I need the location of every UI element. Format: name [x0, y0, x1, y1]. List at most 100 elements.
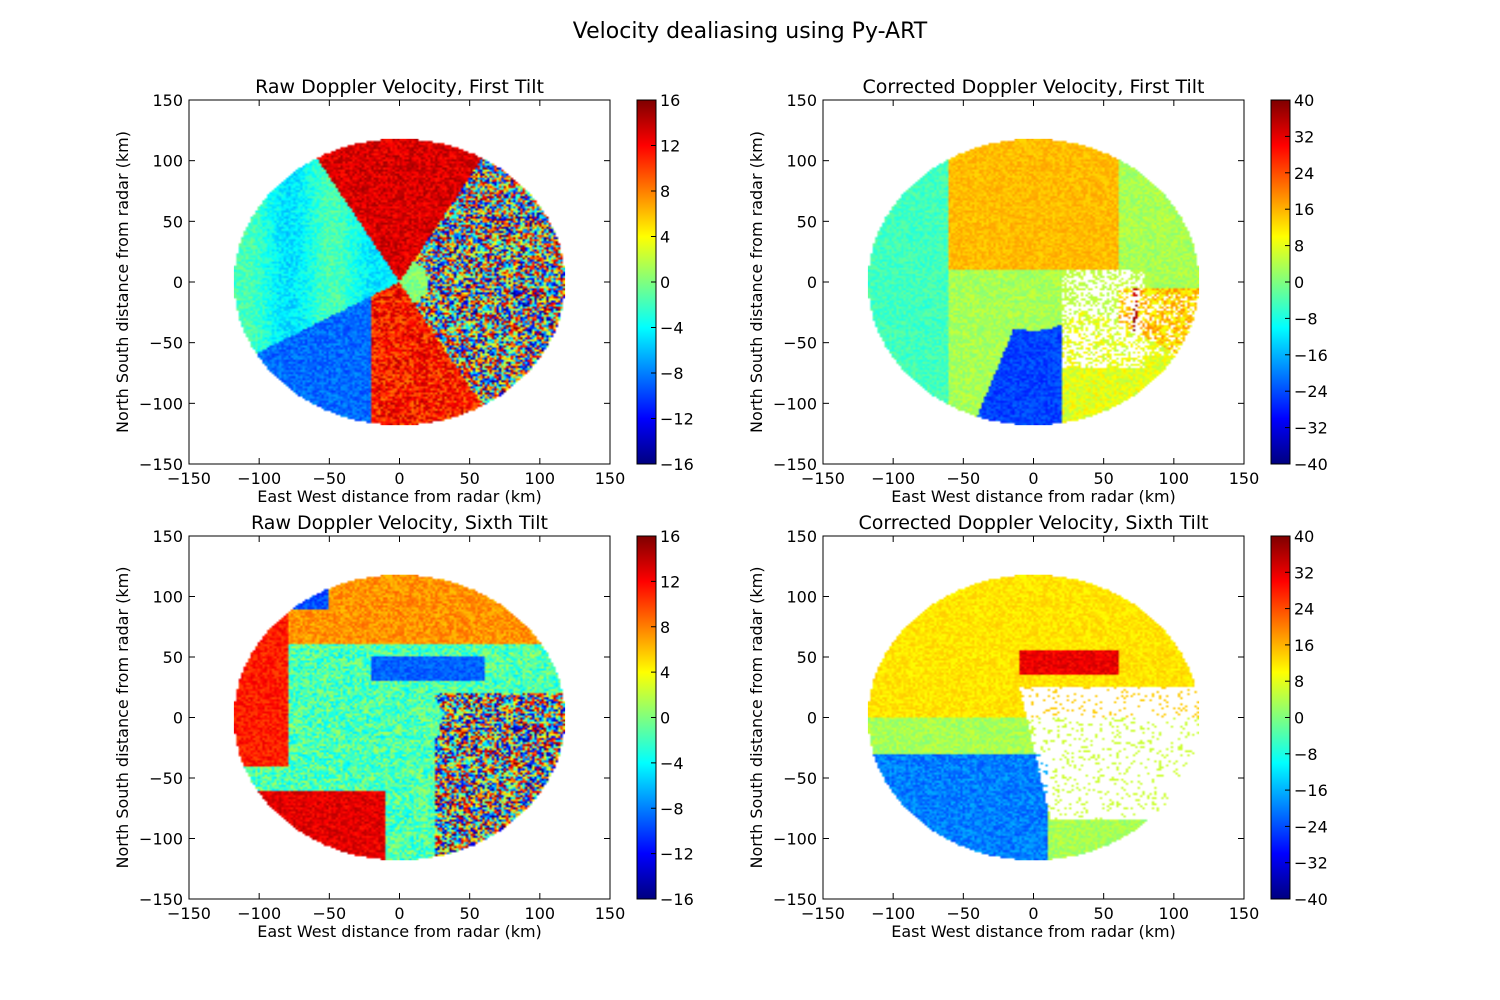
x-tick-label: −50: [946, 469, 980, 488]
panel-2: Corrected Doppler Velocity, First Tilt Ea…: [747, 76, 1328, 506]
x-axis-label: East West distance from radar (km): [257, 487, 542, 506]
colorbar-tick-label: 8: [1294, 237, 1304, 256]
colorbar-tick-label: 0: [660, 273, 670, 292]
colorbar-tick-label: 40: [1294, 527, 1314, 546]
panel-title: Raw Doppler Velocity, Sixth Tilt: [251, 512, 548, 534]
y-tick-label: 100: [786, 588, 817, 607]
x-tick-label: −150: [167, 904, 211, 923]
x-tick-label: −50: [312, 904, 346, 923]
y-tick-label: 150: [786, 527, 817, 546]
y-tick-label: −50: [149, 769, 183, 788]
x-tick-label: 150: [595, 469, 626, 488]
colorbar-tick-label: −8: [660, 799, 684, 818]
x-tick-label: −50: [312, 469, 346, 488]
y-tick-label: −100: [773, 394, 817, 413]
x-tick-label: −100: [871, 904, 915, 923]
y-axis-label: North South distance from radar (km): [113, 567, 132, 869]
colorbar-tick-label: −4: [660, 754, 684, 773]
colorbar-tick-label: 8: [1294, 672, 1304, 691]
x-tick-label: 100: [525, 904, 556, 923]
colorbar-tick-label: 32: [1294, 127, 1314, 146]
colorbar-tick-label: −16: [1294, 781, 1328, 800]
x-tick-label: 100: [525, 469, 556, 488]
y-tick-label: 0: [173, 709, 183, 728]
colorbar-tick-label: −24: [1294, 817, 1328, 836]
radar-velocity-field: [867, 138, 1200, 426]
panel-title: Corrected Doppler Velocity, Sixth Tilt: [858, 512, 1208, 534]
y-tick-label: −50: [783, 334, 817, 353]
y-tick-label: 50: [797, 648, 817, 667]
y-tick-label: 100: [786, 152, 817, 171]
colorbar-tick-label: 16: [660, 91, 680, 110]
x-axis-label: East West distance from radar (km): [257, 922, 542, 941]
y-tick-label: −100: [139, 830, 183, 849]
x-tick-label: 50: [1093, 469, 1113, 488]
colorbar-tick-label: 4: [660, 228, 670, 247]
x-tick-label: 0: [394, 904, 404, 923]
colorbar-tick-label: 0: [660, 709, 670, 728]
colorbar-tick-label: −40: [1294, 890, 1328, 909]
colorbar-tick-label: 4: [660, 663, 670, 682]
panel-4: Corrected Doppler Velocity, Sixth Tilt Ea…: [747, 512, 1328, 941]
y-tick-label: 0: [807, 709, 817, 728]
y-axis-label: North South distance from radar (km): [113, 131, 132, 433]
y-tick-label: 100: [152, 152, 183, 171]
colorbar-tick-label: −32: [1294, 419, 1328, 438]
colorbar-tick-label: 40: [1294, 91, 1314, 110]
colorbar-tick-label: −12: [660, 845, 694, 864]
panel-1: Raw Doppler Velocity, First Tilt East Wes…: [113, 76, 694, 506]
y-tick-label: 150: [786, 91, 817, 110]
x-tick-label: −150: [801, 904, 845, 923]
y-tick-label: 150: [152, 91, 183, 110]
colorbar-tick-label: −4: [660, 319, 684, 338]
colorbar-tick-label: 0: [1294, 273, 1304, 292]
colorbar-tick-label: 8: [660, 182, 670, 201]
y-tick-label: −50: [149, 334, 183, 353]
x-axis-label: East West distance from radar (km): [891, 487, 1176, 506]
panel-title: Raw Doppler Velocity, First Tilt: [255, 76, 544, 98]
x-tick-label: 50: [1093, 904, 1113, 923]
x-tick-label: 150: [1229, 469, 1260, 488]
radar-velocity-field: [233, 138, 566, 426]
radar-velocity-field: [233, 574, 566, 861]
x-tick-label: −100: [871, 469, 915, 488]
y-tick-label: −50: [783, 769, 817, 788]
x-tick-label: 150: [595, 904, 626, 923]
x-tick-label: 100: [1159, 469, 1190, 488]
x-axis-label: East West distance from radar (km): [891, 922, 1176, 941]
colorbar-tick-label: −16: [660, 455, 694, 474]
y-tick-label: −150: [773, 455, 817, 474]
y-tick-label: −100: [139, 394, 183, 413]
colorbar-tick-label: 32: [1294, 563, 1314, 582]
x-tick-label: −150: [801, 469, 845, 488]
colorbar-tick-label: −16: [1294, 346, 1328, 365]
y-tick-label: −150: [773, 890, 817, 909]
figure-suptitle: Velocity dealiasing using Py-ART: [573, 19, 928, 44]
colorbar-tick-label: −24: [1294, 382, 1328, 401]
colorbar-tick-label: 16: [1294, 636, 1314, 655]
x-tick-label: 50: [459, 904, 479, 923]
y-tick-label: 0: [807, 273, 817, 292]
x-tick-label: 100: [1159, 904, 1190, 923]
y-tick-label: −150: [139, 455, 183, 474]
colorbar-tick-label: 8: [660, 618, 670, 637]
colorbar-tick-label: 0: [1294, 709, 1304, 728]
x-tick-label: −100: [237, 904, 281, 923]
y-tick-label: −150: [139, 890, 183, 909]
colorbar-tick-label: 24: [1294, 600, 1314, 619]
x-tick-label: 150: [1229, 904, 1260, 923]
y-tick-label: 50: [163, 648, 183, 667]
colorbar-tick-label: 24: [1294, 164, 1314, 183]
x-tick-label: −150: [167, 469, 211, 488]
x-tick-label: 50: [459, 469, 479, 488]
y-tick-label: 50: [163, 212, 183, 231]
radar-velocity-field: [867, 574, 1200, 861]
colorbar-tick-label: −8: [660, 364, 684, 383]
x-tick-label: −50: [946, 904, 980, 923]
panel-3: Raw Doppler Velocity, Sixth Tilt East Wes…: [113, 512, 694, 941]
y-axis-label: North South distance from radar (km): [747, 131, 766, 433]
colorbar-tick-label: −32: [1294, 854, 1328, 873]
y-tick-label: 50: [797, 212, 817, 231]
colorbar-tick-label: 16: [1294, 200, 1314, 219]
panel-title: Corrected Doppler Velocity, First Tilt: [863, 76, 1205, 98]
